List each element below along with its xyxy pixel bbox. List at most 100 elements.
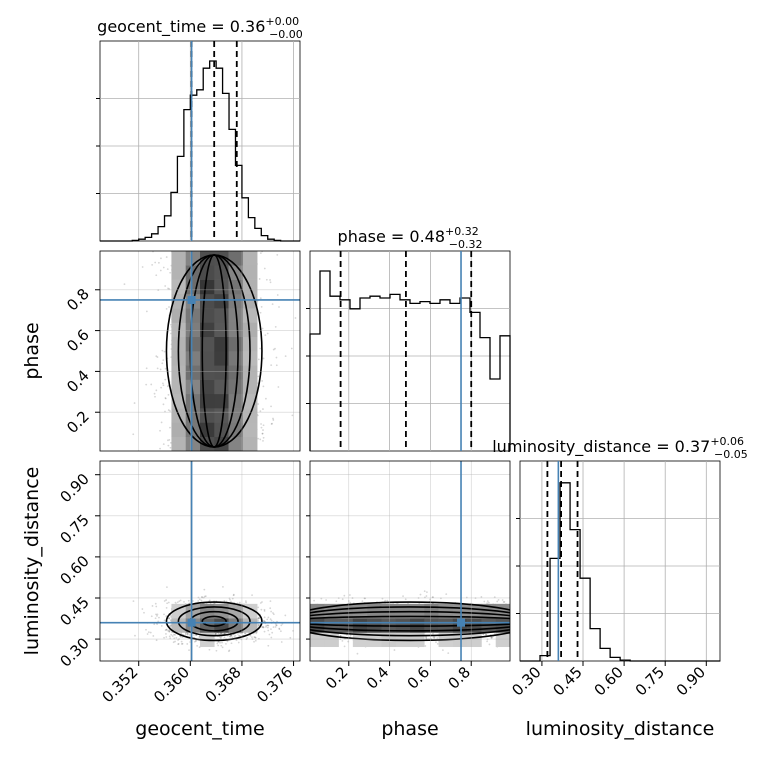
sample-point: [133, 600, 135, 602]
sample-point: [166, 256, 168, 258]
sample-point: [280, 624, 282, 626]
sample-point: [172, 635, 174, 637]
density-cell: [243, 437, 258, 452]
sample-point: [270, 281, 272, 283]
density-cell: [186, 437, 201, 452]
sample-point: [257, 620, 259, 622]
sample-point: [165, 636, 167, 638]
sample-point: [168, 602, 170, 604]
density-cell: [214, 308, 229, 323]
sample-point: [154, 262, 156, 264]
sample-point: [265, 398, 267, 400]
sample-point: [272, 303, 274, 305]
sample-point: [257, 606, 259, 608]
sample-point: [237, 633, 239, 635]
sample-point: [160, 270, 162, 272]
histogram-step: [100, 61, 300, 241]
sample-point: [169, 427, 171, 429]
title-value: phase = 0.48: [338, 227, 445, 246]
sample-point: [271, 632, 273, 634]
density-cell: [214, 394, 229, 409]
sample-point: [209, 649, 211, 651]
sample-point: [167, 445, 169, 447]
sample-point: [486, 602, 488, 604]
sample-point: [250, 635, 252, 637]
sample-point: [264, 334, 266, 336]
sample-point: [167, 385, 169, 387]
sample-point: [251, 594, 253, 596]
sample-point: [253, 636, 255, 638]
density-cell: [200, 294, 215, 309]
sample-point: [275, 624, 277, 626]
sample-point: [216, 650, 218, 652]
hist-panel-phase: phase = 0.48+0.32−0.32: [306, 225, 510, 451]
sample-point: [488, 602, 490, 604]
density-cell: [200, 394, 215, 409]
panel-content: [100, 250, 306, 452]
sample-point: [258, 638, 260, 640]
sample-point: [231, 642, 233, 644]
sample-point: [155, 606, 157, 608]
sample-point: [267, 645, 269, 647]
sample-point: [386, 600, 388, 602]
sample-point: [267, 630, 269, 632]
sample-point: [187, 633, 189, 635]
sample-point: [224, 637, 226, 639]
sample-point: [197, 600, 199, 602]
panel-frame: [100, 41, 300, 241]
sample-point: [165, 368, 167, 370]
sample-point: [260, 297, 262, 299]
density-cell: [243, 251, 258, 266]
sample-point: [161, 362, 163, 364]
sample-point: [289, 637, 291, 639]
panel-title-luminosity_distance: luminosity_distance = 0.37+0.06−0.05: [492, 435, 748, 461]
density-cell: [214, 294, 229, 309]
sample-point: [261, 380, 263, 382]
panel-content: [286, 461, 534, 661]
sample-point: [163, 443, 165, 445]
density-cell: [229, 365, 244, 380]
sample-point: [220, 645, 222, 647]
sample-point: [199, 598, 201, 600]
sample-point: [169, 272, 171, 274]
sample-point: [163, 403, 165, 405]
sample-point: [181, 641, 183, 643]
sample-point: [169, 625, 171, 627]
sample-point: [200, 600, 202, 602]
density-cell: [243, 308, 258, 323]
sample-point: [158, 262, 160, 264]
title-lower-error: −0.32: [449, 238, 483, 251]
sample-point: [165, 629, 167, 631]
sample-point: [196, 645, 198, 647]
sample-point: [186, 643, 188, 645]
sample-point: [151, 615, 153, 617]
sample-point: [177, 601, 179, 603]
sample-point: [225, 643, 227, 645]
sample-point: [245, 600, 247, 602]
sample-point: [262, 433, 264, 435]
sample-point: [276, 364, 278, 366]
sample-point: [185, 633, 187, 635]
sample-point: [167, 268, 169, 270]
sample-point: [281, 641, 283, 643]
sample-point: [304, 437, 306, 439]
title-upper-error: +0.00: [265, 15, 299, 28]
sample-point: [143, 612, 145, 614]
density-cell: [214, 380, 229, 395]
sample-point: [436, 637, 438, 639]
sample-point: [157, 367, 159, 369]
density-cell: [214, 408, 229, 423]
sample-point: [152, 605, 154, 607]
sample-point: [188, 600, 190, 602]
sample-point: [203, 589, 205, 591]
sample-point: [124, 283, 126, 285]
sample-point: [168, 409, 170, 411]
sample-point: [164, 285, 166, 287]
sample-point: [168, 631, 170, 633]
sample-point: [193, 634, 195, 636]
sample-point: [276, 357, 278, 359]
sample-point: [217, 645, 219, 647]
sample-point: [163, 613, 165, 615]
sample-point: [155, 613, 157, 615]
sample-point: [257, 403, 259, 405]
